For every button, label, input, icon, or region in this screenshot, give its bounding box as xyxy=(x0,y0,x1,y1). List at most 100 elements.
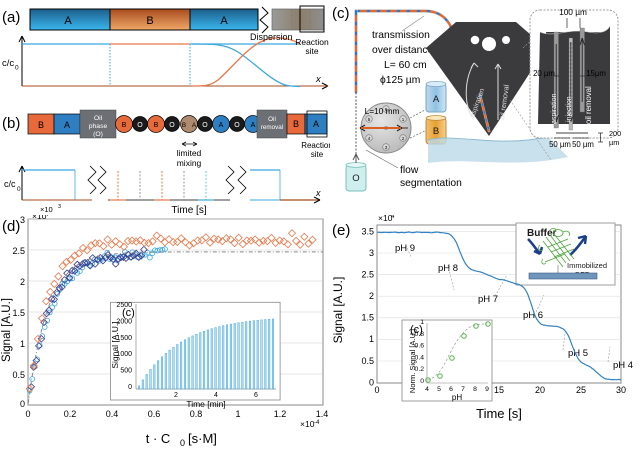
svg-text:Signal [A.U.]: Signal [A.U.] xyxy=(110,321,120,368)
svg-text:A: A xyxy=(64,15,72,27)
svg-text:(d): (d) xyxy=(2,218,20,235)
svg-text:0.2: 0.2 xyxy=(64,409,77,419)
svg-text:4: 4 xyxy=(425,386,429,393)
svg-text:3.5: 3.5 xyxy=(361,227,374,237)
svg-text:0: 0 xyxy=(25,409,30,419)
svg-text:A: A xyxy=(251,122,256,129)
svg-text:Signal [A.U.]: Signal [A.U.] xyxy=(331,277,345,344)
svg-text:phase: phase xyxy=(89,123,108,130)
svg-text:6: 6 xyxy=(254,392,258,399)
svg-text:0.8: 0.8 xyxy=(190,409,203,419)
svg-text:0.5: 0.5 xyxy=(12,370,25,380)
svg-text:µm: µm xyxy=(609,138,619,147)
svg-text:1.5: 1.5 xyxy=(361,313,374,323)
svg-text:25: 25 xyxy=(576,385,586,395)
svg-text:L=10 mm: L=10 mm xyxy=(365,106,400,116)
svg-text:O: O xyxy=(202,122,208,129)
svg-text:2: 2 xyxy=(20,277,25,287)
svg-text:(a): (a) xyxy=(2,9,20,26)
svg-text:20: 20 xyxy=(535,385,545,395)
svg-text:mixing: mixing xyxy=(177,158,202,168)
svg-text:0: 0 xyxy=(15,65,19,72)
svg-text:15: 15 xyxy=(494,385,504,395)
svg-text:1.5: 1.5 xyxy=(12,308,25,318)
svg-text:B: B xyxy=(122,122,127,129)
svg-text:site: site xyxy=(311,150,324,159)
svg-text:0: 0 xyxy=(17,186,21,193)
svg-text:B: B xyxy=(154,122,159,129)
svg-text:Reaction: Reaction xyxy=(301,141,330,150)
svg-text:200: 200 xyxy=(609,129,621,138)
svg-text:30: 30 xyxy=(616,385,626,395)
svg-text:(c): (c) xyxy=(332,5,350,22)
svg-text:3: 3 xyxy=(385,145,388,150)
svg-text:O: O xyxy=(234,122,240,129)
svg-text:2500: 2500 xyxy=(116,302,132,309)
svg-text:flow: flow xyxy=(400,165,419,176)
svg-text:1: 1 xyxy=(420,319,424,326)
svg-text:0: 0 xyxy=(128,384,132,391)
svg-text:B: B xyxy=(433,126,439,137)
svg-text:transmission: transmission xyxy=(372,30,430,41)
svg-text:B: B xyxy=(182,122,186,129)
svg-text:3: 3 xyxy=(58,204,61,210)
svg-text:1: 1 xyxy=(235,409,240,419)
svg-text:1: 1 xyxy=(20,339,25,349)
svg-text:aspiration: aspiration xyxy=(551,94,558,124)
svg-text:Time [s]: Time [s] xyxy=(171,205,206,215)
svg-text:(b): (b) xyxy=(2,115,20,132)
svg-text:site: site xyxy=(305,46,319,56)
svg-text:×10: ×10 xyxy=(300,419,315,429)
svg-text:15µm: 15µm xyxy=(586,69,606,78)
svg-text:A: A xyxy=(64,120,70,130)
svg-text:×10: ×10 xyxy=(40,205,53,214)
svg-text:x: x xyxy=(315,188,321,198)
svg-text:x: x xyxy=(315,74,322,85)
svg-text:B: B xyxy=(38,120,44,130)
svg-text:c/c: c/c xyxy=(4,179,16,189)
svg-text:5: 5 xyxy=(437,386,441,393)
svg-text:O: O xyxy=(352,173,359,184)
svg-text:2.5: 2.5 xyxy=(361,270,374,280)
svg-text:Oil: Oil xyxy=(268,116,276,123)
svg-text:[s·M]: [s·M] xyxy=(188,431,217,446)
svg-text:pH: pH xyxy=(452,393,462,402)
svg-text:O: O xyxy=(169,122,175,129)
svg-text:7: 7 xyxy=(461,386,465,393)
svg-text:2: 2 xyxy=(174,392,178,399)
svg-text:pH 8: pH 8 xyxy=(438,263,458,274)
svg-text:0: 0 xyxy=(374,385,379,395)
svg-text:L= 60 cm: L= 60 cm xyxy=(384,60,427,71)
svg-text:0.6: 0.6 xyxy=(148,409,161,419)
svg-text:2: 2 xyxy=(402,136,405,141)
svg-text:1.2: 1.2 xyxy=(274,409,287,419)
svg-text:0: 0 xyxy=(180,438,185,448)
svg-text:injection: injection xyxy=(566,96,573,122)
svg-text:4: 4 xyxy=(45,215,49,218)
svg-text:1: 1 xyxy=(369,334,374,344)
svg-text:Time [s]: Time [s] xyxy=(476,406,522,421)
svg-text:-4: -4 xyxy=(314,420,320,426)
svg-text:t · C: t · C xyxy=(146,431,171,446)
svg-text:B: B xyxy=(293,119,299,129)
svg-text:0.5: 0.5 xyxy=(361,356,374,366)
svg-text:0: 0 xyxy=(369,378,374,388)
svg-text:ϕ125 µm: ϕ125 µm xyxy=(380,75,420,86)
svg-text:1.4: 1.4 xyxy=(316,409,329,419)
svg-text:A: A xyxy=(219,122,224,129)
svg-text:Oil: Oil xyxy=(94,115,103,122)
svg-text:5: 5 xyxy=(368,117,371,122)
svg-text:A: A xyxy=(433,94,440,105)
svg-text:O: O xyxy=(137,122,143,129)
svg-text:500: 500 xyxy=(120,368,132,375)
svg-text:(O): (O) xyxy=(93,131,103,138)
svg-text:B: B xyxy=(146,15,153,27)
svg-text:0: 0 xyxy=(420,378,424,385)
svg-text:9: 9 xyxy=(485,386,489,393)
svg-text:Norm. Signal [A.U.]: Norm. Signal [A.U.] xyxy=(408,329,417,393)
svg-text:limited: limited xyxy=(177,148,202,158)
svg-text:3: 3 xyxy=(369,248,374,258)
svg-text:Dispersion: Dispersion xyxy=(250,32,293,42)
svg-text:100 µm: 100 µm xyxy=(559,7,587,17)
svg-text:2.5: 2.5 xyxy=(12,246,25,256)
